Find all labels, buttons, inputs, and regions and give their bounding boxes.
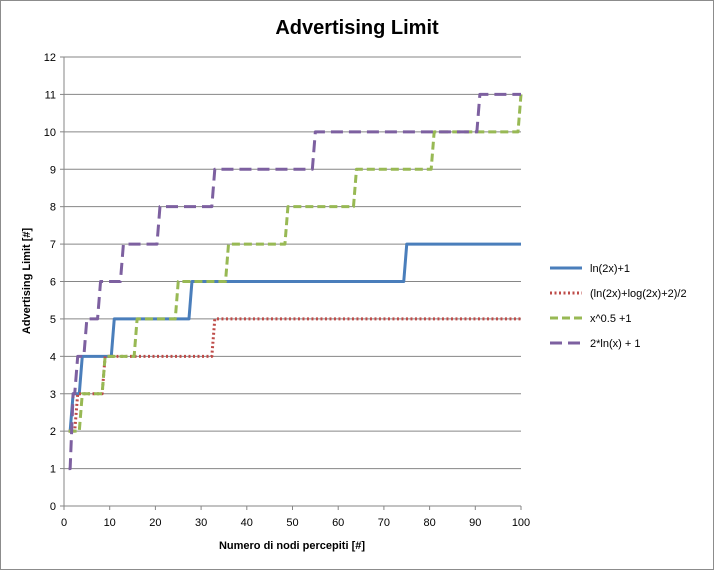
y-tick-label: 12 [44, 52, 56, 64]
legend-label: (ln(2x)+log(2x)+2)/2 [590, 288, 687, 300]
y-tick-label: 8 [50, 202, 56, 214]
x-tick-label: 30 [195, 517, 207, 529]
y-tick-label: 7 [50, 239, 56, 251]
x-tick-label: 80 [423, 517, 435, 529]
x-tick-label: 10 [104, 517, 116, 529]
series-line-4 [68, 92, 521, 471]
series-line-3 [68, 94, 523, 433]
y-tick-label: 5 [50, 314, 56, 326]
legend-label: ln(2x)+1 [590, 263, 630, 275]
x-axis-label: Numero di nodi percepiti [#] [219, 540, 365, 552]
series-line-1 [68, 242, 521, 433]
axes [60, 56, 522, 510]
x-tick-label: 40 [241, 517, 253, 529]
x-tick-label: 20 [149, 517, 161, 529]
x-tick-label: 50 [286, 517, 298, 529]
x-tick-label: 70 [378, 517, 390, 529]
legend-label: x^0.5 +1 [590, 313, 632, 325]
legend-label: 2*ln(x) + 1 [590, 338, 640, 350]
x-tick-label: 100 [512, 517, 530, 529]
y-tick-label: 3 [50, 389, 56, 401]
x-tick-label: 0 [61, 517, 67, 529]
y-tick-label: 6 [50, 277, 56, 289]
y-tick-label: 11 [45, 89, 56, 101]
y-tick-label: 0 [50, 501, 56, 513]
y-tick-label: 9 [50, 164, 56, 176]
y-tick-label: 1 [50, 464, 56, 476]
y-tick-label: 10 [44, 127, 56, 139]
x-tick-labels: 0 10 20 30 40 50 60 70 80 90 100 [61, 517, 530, 529]
series-line-2 [68, 317, 521, 433]
gridlines [64, 56, 521, 470]
y-tick-label: 2 [50, 426, 56, 438]
y-axis-label: Advertising Limit [#] [21, 227, 33, 334]
x-tick-label: 90 [469, 517, 481, 529]
series-lines [68, 92, 523, 471]
x-tick-label: 60 [332, 517, 344, 529]
y-tick-label: 4 [50, 351, 56, 363]
legend: ln(2x)+1 (ln(2x)+log(2x)+2)/2 x^0.5 +1 2*ln… [550, 263, 687, 350]
chart-title: Advertising Limit [275, 17, 439, 39]
